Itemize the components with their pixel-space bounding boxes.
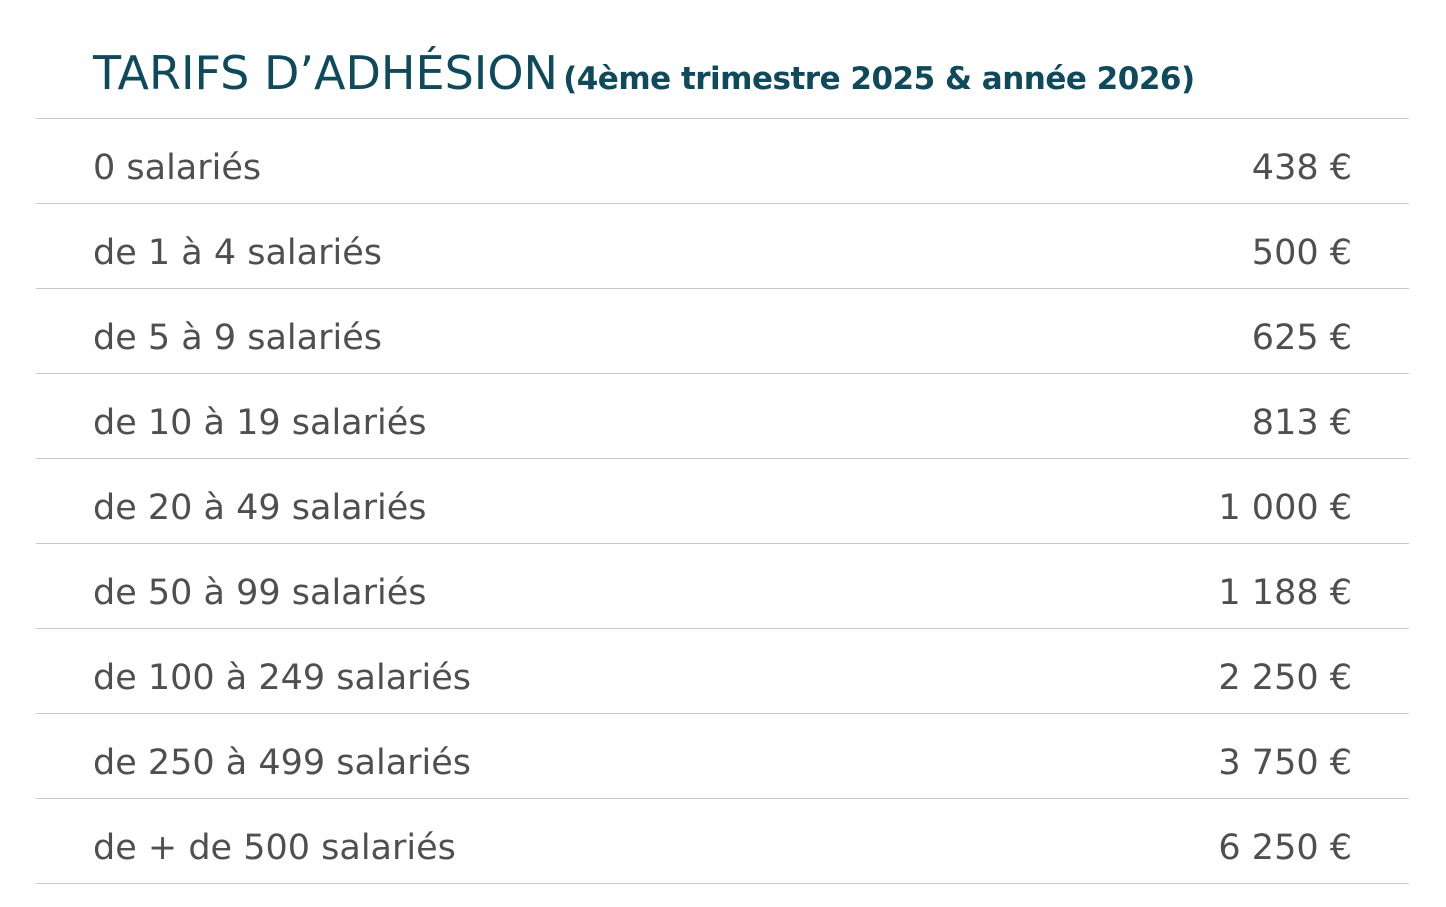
rate-label: de + de 500 salariés [93, 828, 456, 868]
rate-price: 625 € [1251, 318, 1352, 358]
rate-label: de 100 à 249 salariés [93, 658, 472, 698]
rate-row: de + de 500 salariés 6 250 € [36, 799, 1409, 884]
rate-row: de 100 à 249 salariés 2 250 € [36, 629, 1409, 714]
rates-list: 0 salariés 438 € de 1 à 4 salariés 500 €… [36, 119, 1409, 884]
rate-price: 1 188 € [1218, 573, 1352, 613]
title-period: (4ème trimestre 2025 & année 2026) [563, 61, 1195, 97]
rate-row: de 250 à 499 salariés 3 750 € [36, 714, 1409, 799]
rate-label: de 10 à 19 salariés [93, 403, 427, 443]
rate-row: 0 salariés 438 € [36, 119, 1409, 204]
rate-price: 813 € [1251, 403, 1352, 443]
rate-row: de 20 à 49 salariés 1 000 € [36, 459, 1409, 544]
pricing-table: TARIFS D’ADHÉSION (4ème trimestre 2025 &… [36, 0, 1409, 884]
page-title: TARIFS D’ADHÉSION (4ème trimestre 2025 &… [93, 46, 1195, 100]
rate-label: de 50 à 99 salariés [93, 573, 427, 613]
rate-price: 438 € [1251, 148, 1352, 188]
rate-label: de 250 à 499 salariés [93, 743, 472, 783]
rate-row: de 1 à 4 salariés 500 € [36, 204, 1409, 289]
rate-price: 6 250 € [1218, 828, 1352, 868]
rate-price: 500 € [1251, 233, 1352, 273]
rate-price: 2 250 € [1218, 658, 1352, 698]
rate-label: 0 salariés [93, 148, 262, 188]
rate-row: de 50 à 99 salariés 1 188 € [36, 544, 1409, 629]
rate-row: de 5 à 9 salariés 625 € [36, 289, 1409, 374]
rate-price: 3 750 € [1218, 743, 1352, 783]
title-row: TARIFS D’ADHÉSION (4ème trimestre 2025 &… [36, 0, 1409, 119]
rate-label: de 20 à 49 salariés [93, 488, 427, 528]
rate-price: 1 000 € [1218, 488, 1352, 528]
title-main: TARIFS D’ADHÉSION [93, 46, 558, 100]
rate-row: de 10 à 19 salariés 813 € [36, 374, 1409, 459]
rate-label: de 5 à 9 salariés [93, 318, 382, 358]
rate-label: de 1 à 4 salariés [93, 233, 382, 273]
